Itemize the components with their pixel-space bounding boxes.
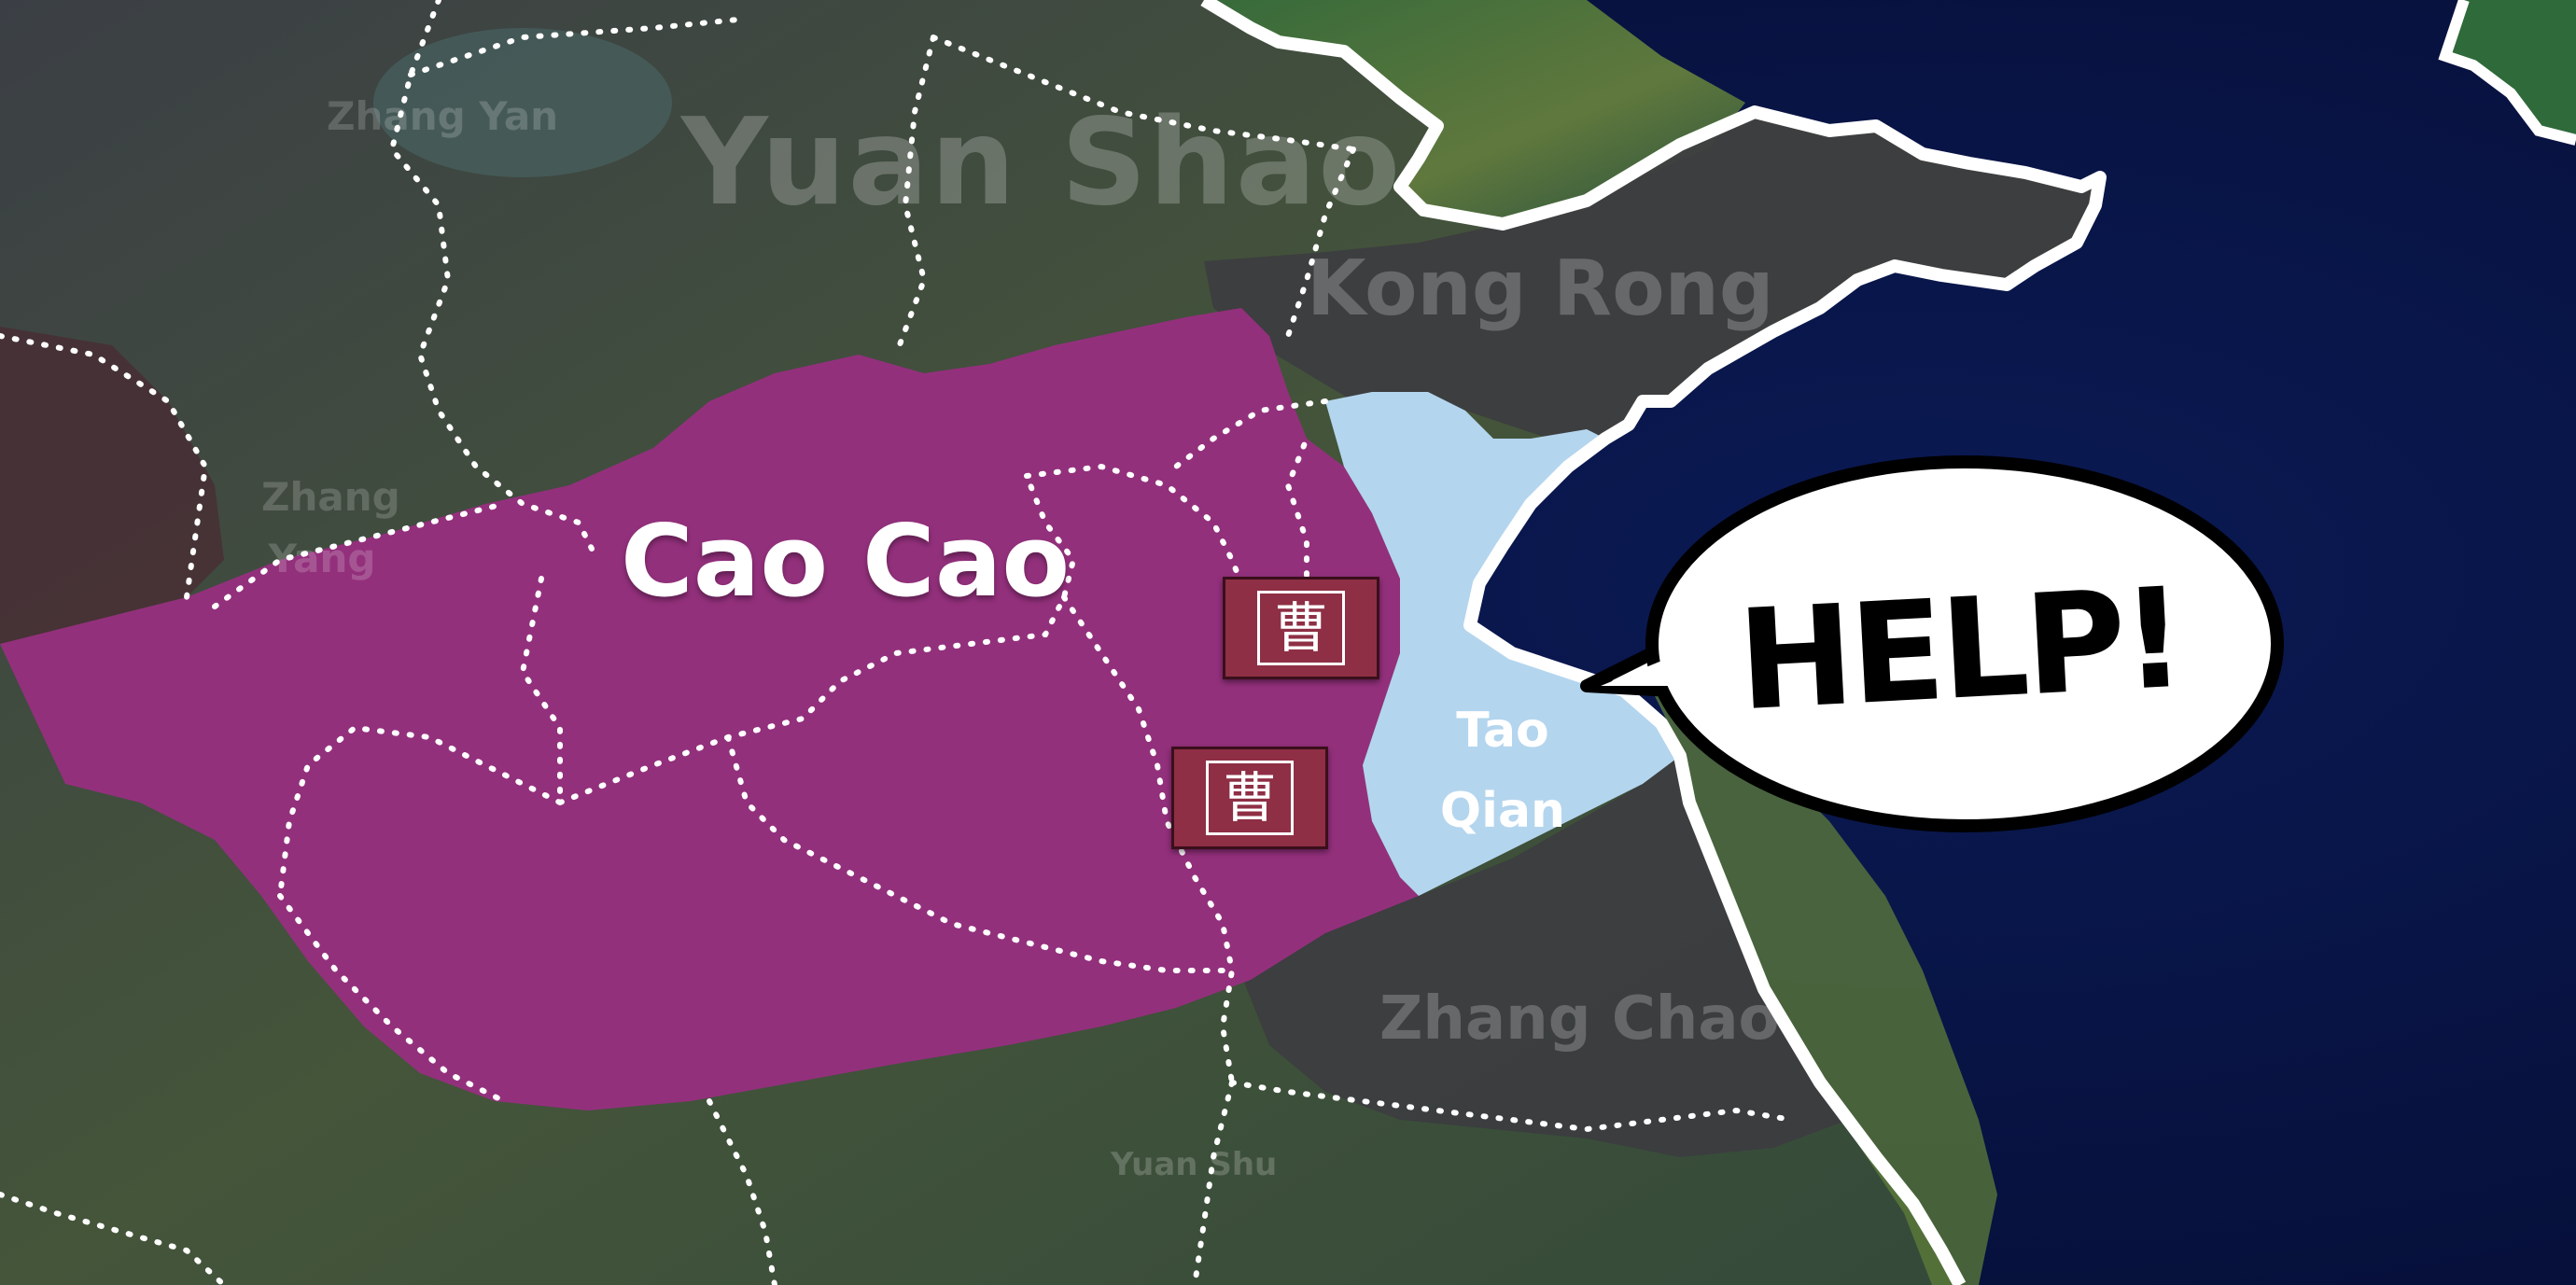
coastline <box>1200 0 2107 1285</box>
tao-qian-territory <box>1325 392 1680 896</box>
island <box>2445 0 2576 140</box>
coast-vegetation-north <box>1204 0 1745 224</box>
cao-seal-character: 曹 <box>1206 761 1294 835</box>
speech-bubble-text: HELP! <box>1734 557 2186 742</box>
region-label-yuan-shu: Yuan Shu <box>1111 1146 1278 1183</box>
cao-seal-marker: 曹 <box>1223 577 1379 679</box>
cao-cao-territory <box>0 308 1419 1110</box>
cao-seal-marker: 曹 <box>1171 747 1328 849</box>
region-label-kong-rong: Kong Rong <box>1307 244 1774 333</box>
zhang-yan-region <box>373 28 672 177</box>
west-region <box>0 327 224 644</box>
speech-bubble <box>1580 455 2284 832</box>
region-label-yuan-shao: Yuan Shao <box>681 93 1403 232</box>
island-coastline <box>2438 0 2576 146</box>
region-label-zhang-yang: Zhang Yang <box>261 474 400 581</box>
zhang-chao-region <box>1232 756 1848 1157</box>
cao-seal-character: 曹 <box>1257 591 1345 665</box>
territory-label-cao-cao: Cao Cao <box>621 504 1071 619</box>
region-label-zhang-yan: Zhang Yan <box>327 93 559 139</box>
kong-rong-region <box>1204 112 2100 439</box>
territory-label-tao-qian: Tao Qian <box>1439 703 1566 839</box>
region-label-zhang-chao: Zhang Chao <box>1379 985 1780 1054</box>
coast-vegetation-south <box>1643 672 1997 1285</box>
